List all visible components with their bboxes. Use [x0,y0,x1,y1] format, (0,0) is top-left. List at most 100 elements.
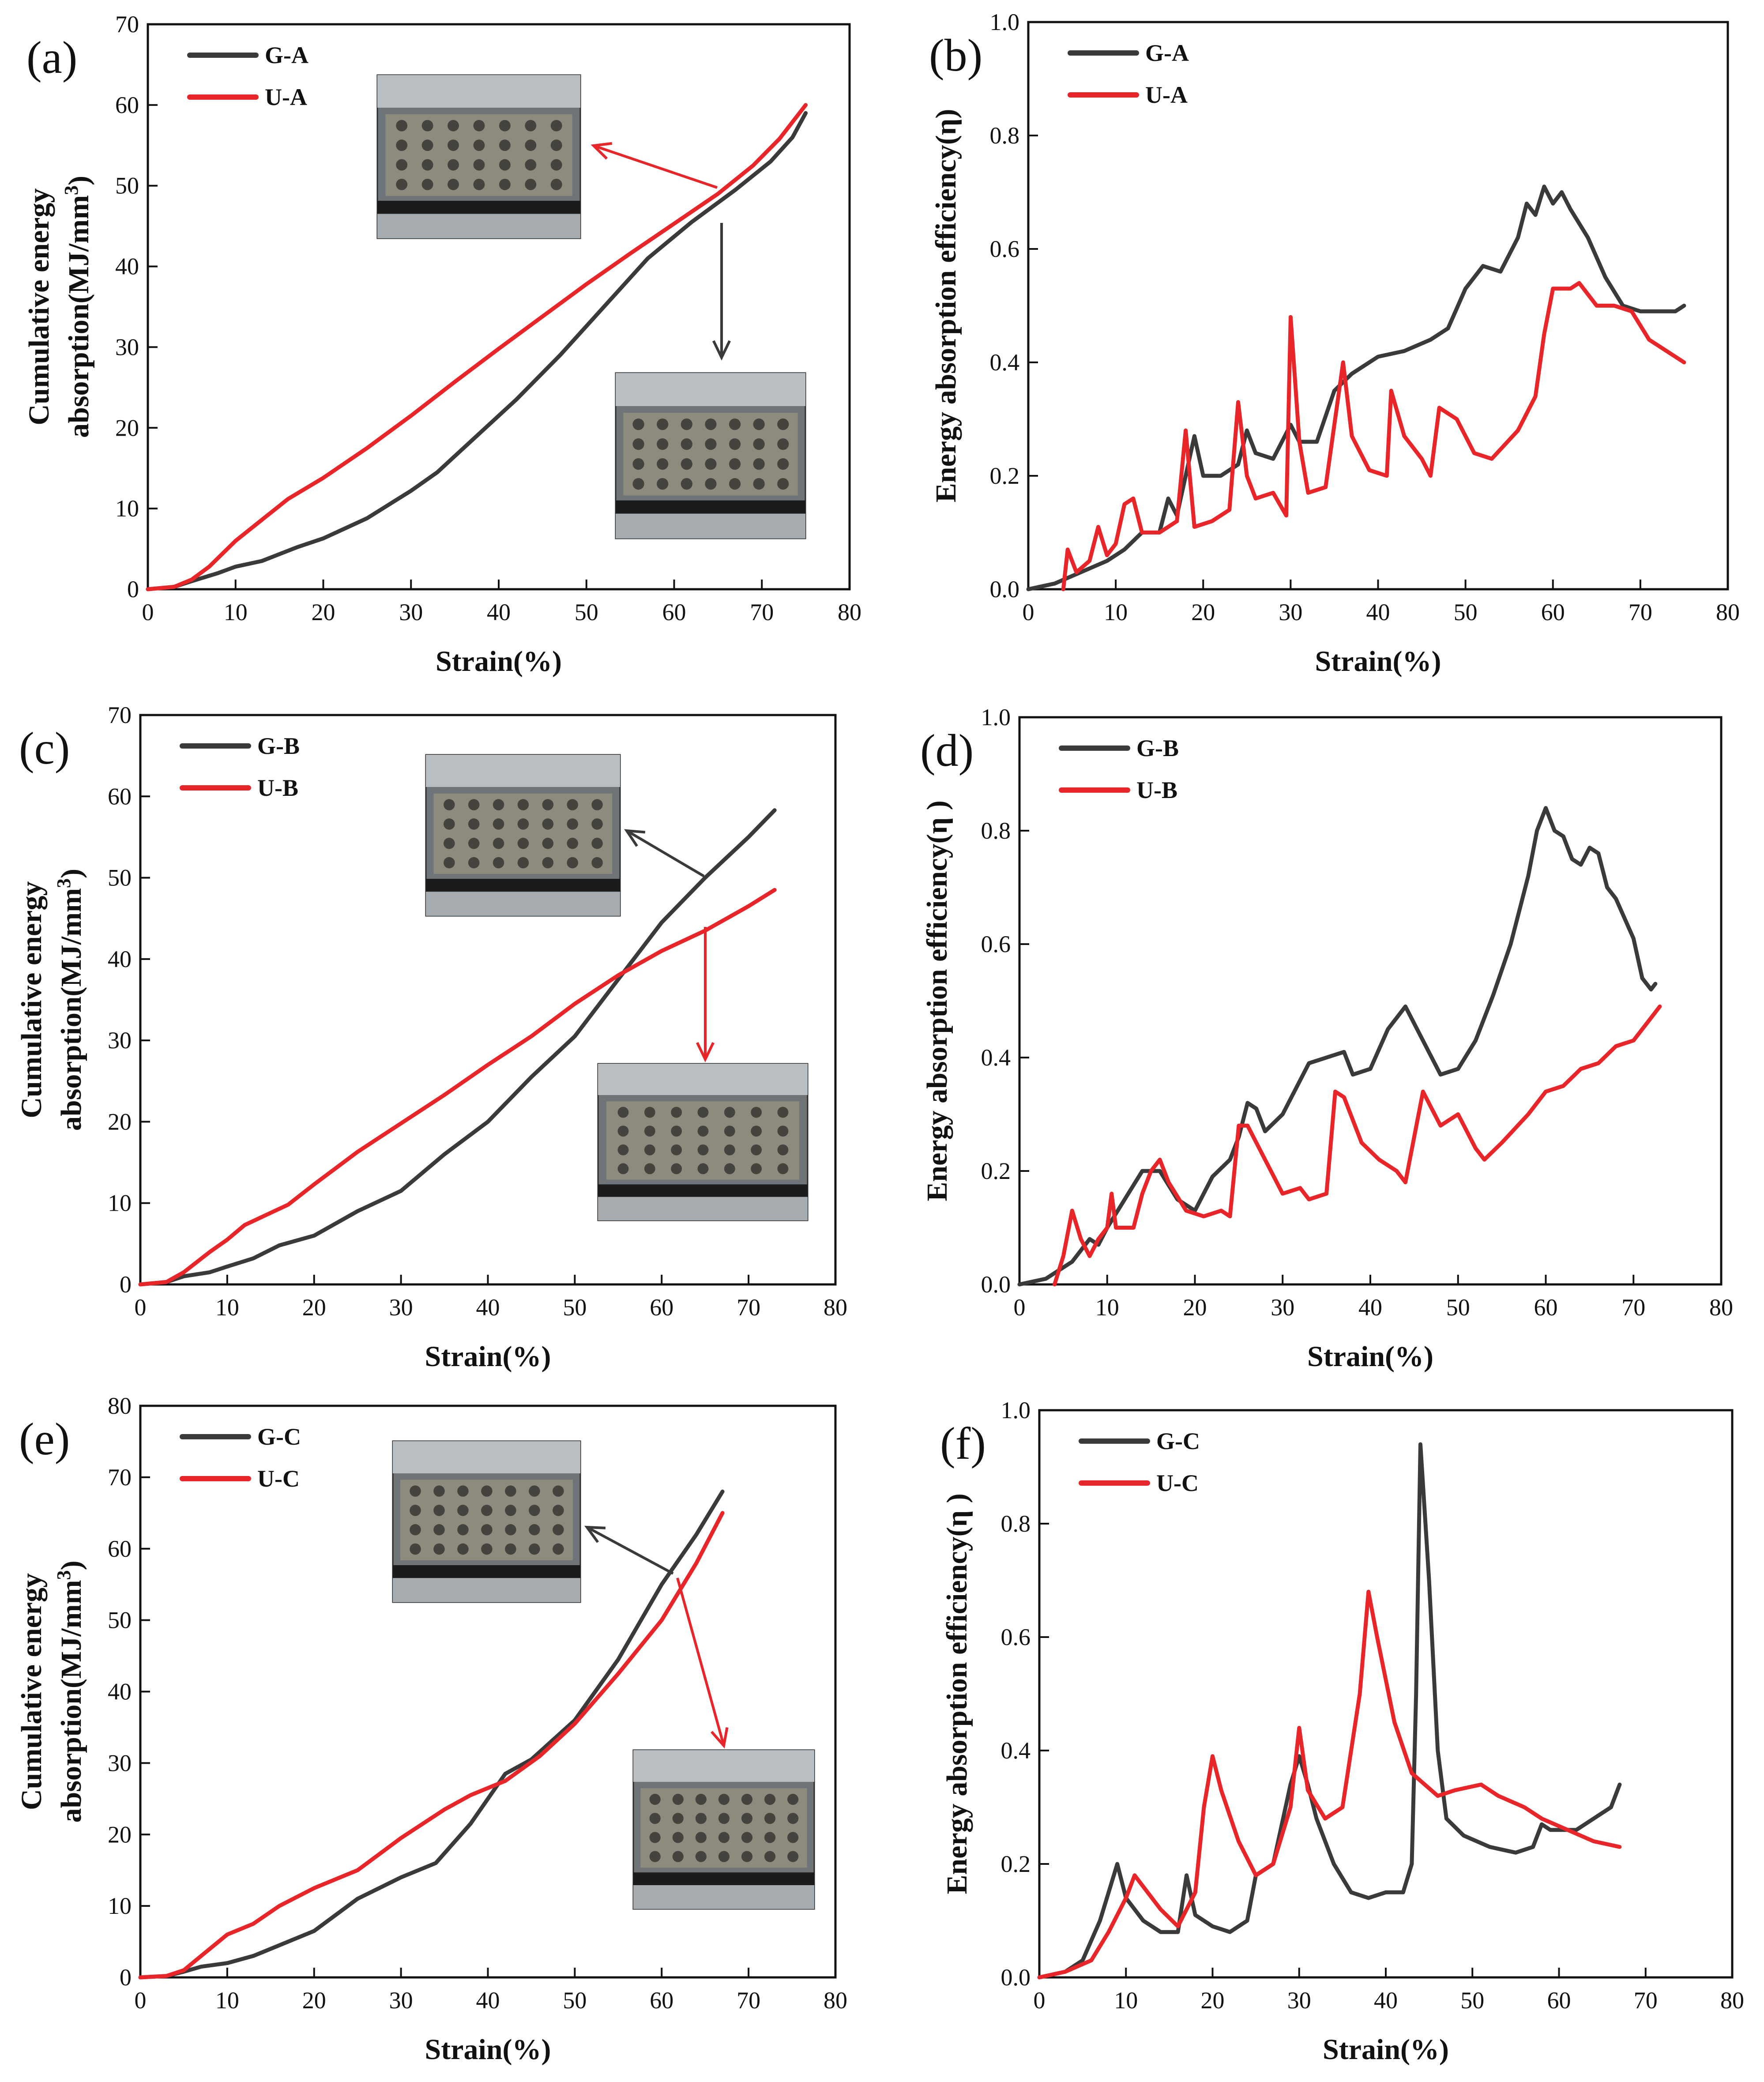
y-tick-label: 30 [108,1027,132,1054]
y-tick-label: 20 [108,1108,132,1135]
x-tick-label: 20 [1201,1987,1225,2014]
panel-b: 0 10 20 30 40 50 60 70 80 0.0 0.2 0.4 0.6 0.8 1.0 Strai… [929,9,1740,678]
panel-a: 0 10 20 30 40 50 60 70 80 0 10 20 30 40 50 60 70 Strain(%… [23,11,861,678]
legend-label: U-C [1156,1470,1199,1496]
x-tick-label: 0 [1034,1987,1046,2014]
x-tick-label: 10 [224,599,248,625]
panel-label: (e) [19,1414,70,1465]
legend-label: G-C [1156,1428,1200,1454]
y-tick-label: 0.8 [990,122,1020,149]
y-axis-title: Cumulative energy [15,1573,48,1810]
x-tick-label: 70 [1621,1294,1645,1321]
x-tick-label: 20 [302,1987,326,2014]
series-line-g-c [138,1489,725,1980]
y-tick-label: 0.4 [990,349,1020,376]
x-tick-label: 50 [575,599,598,625]
x-tick-label: 60 [1534,1294,1558,1321]
y-tick-label: 50 [108,865,132,891]
x-tick-label: 60 [650,1987,673,2014]
x-tick-label: 10 [1114,1987,1138,2014]
panel-label: (c) [19,723,70,774]
y-tick-label: 20 [108,1821,132,1848]
x-tick-label: 70 [1629,599,1652,625]
x-tick-label: 80 [1720,1987,1744,2014]
x-tick-label: 40 [476,1294,500,1321]
legend-label: U-C [257,1465,300,1492]
x-axis-title: Strain(%) [425,2033,551,2066]
legend-label: U-A [1145,82,1188,108]
x-tick-label: 70 [1634,1987,1658,2014]
arrow-head [591,142,613,160]
x-tick-label: 60 [650,1294,673,1321]
legend-label: U-B [1136,777,1177,803]
inset-arrow [586,1526,674,1575]
x-tick-label: 80 [838,599,861,625]
x-tick-label: 20 [312,599,335,625]
x-tick-label: 40 [476,1987,500,2014]
x-tick-label: 50 [1446,1294,1470,1321]
specimen-photo-inset [615,372,806,539]
series-line-u-c [1037,1589,1622,1980]
x-tick-label: 50 [1454,599,1478,625]
y-tick-label: 0 [120,1964,132,1991]
y-tick-label: 30 [115,334,139,360]
y-tick-label: 70 [108,702,132,728]
x-tick-label: 80 [1716,599,1740,625]
x-tick-label: 0 [1014,1294,1026,1321]
y-tick-label: 0.8 [981,817,1011,844]
x-axis-title: Strain(%) [425,1340,551,1373]
y-tick-label: 60 [115,92,139,118]
arrow-head [711,1727,729,1749]
x-tick-label: 50 [563,1294,587,1321]
y-tick-label: 70 [108,1464,132,1491]
y-axis-title: Energy absorption efficiency(η) [930,109,962,503]
x-tick-label: 30 [1271,1294,1294,1321]
x-tick-label: 20 [302,1294,326,1321]
y-tick-label: 0.8 [1001,1510,1031,1537]
y-tick-label: 60 [108,1536,132,1562]
specimen-photo-inset [597,1063,809,1221]
x-tick-label: 20 [1191,599,1215,625]
y-tick-label: 1.0 [990,9,1020,35]
legend-label: U-A [265,84,307,110]
arrow-head [624,829,646,847]
y-tick-label: 0.2 [1001,1851,1031,1877]
x-tick-label: 30 [389,1987,413,2014]
y-tick-label: 0.4 [981,1044,1011,1071]
y-tick-label: 1.0 [981,704,1011,730]
y-axis-title: absorption(MJ/mm3) [53,869,88,1131]
y-tick-label: 60 [108,783,132,809]
inset-arrow [676,1578,725,1746]
x-axis-title: Strain(%) [1315,645,1441,678]
series-line-g-a [146,111,808,591]
y-tick-label: 0.0 [981,1271,1011,1298]
y-tick-label: 70 [115,11,139,38]
x-tick-label: 30 [1287,1987,1311,2014]
panel-label: (d) [920,725,974,776]
series-line-g-b [138,808,777,1287]
y-tick-label: 0.6 [990,236,1020,262]
series-line-g-a [1026,184,1686,591]
legend-label: G-A [1145,40,1189,66]
y-tick-label: 50 [108,1607,132,1634]
legend-label: U-B [257,775,298,801]
x-tick-label: 60 [1541,599,1565,625]
y-tick-label: 50 [115,173,139,199]
y-tick-label: 0.6 [1001,1624,1031,1650]
legend-label: G-B [257,733,300,759]
x-tick-label: 30 [1279,599,1302,625]
y-tick-label: 0.2 [990,463,1020,489]
panel-label: (b) [929,30,982,81]
y-tick-label: 0 [120,1271,132,1298]
y-axis-title: Energy absorption efficiency(η ) [921,800,953,1201]
y-tick-label: 20 [115,414,139,441]
y-tick-label: 40 [108,946,132,972]
y-tick-label: 40 [115,253,139,280]
y-tick-label: 0 [127,576,139,602]
x-tick-label: 20 [1183,1294,1207,1321]
panel-label: (f) [940,1418,986,1469]
x-axis-title: Strain(%) [1323,2033,1449,2066]
x-tick-label: 0 [1023,599,1034,625]
legend-label: G-B [1136,735,1179,761]
